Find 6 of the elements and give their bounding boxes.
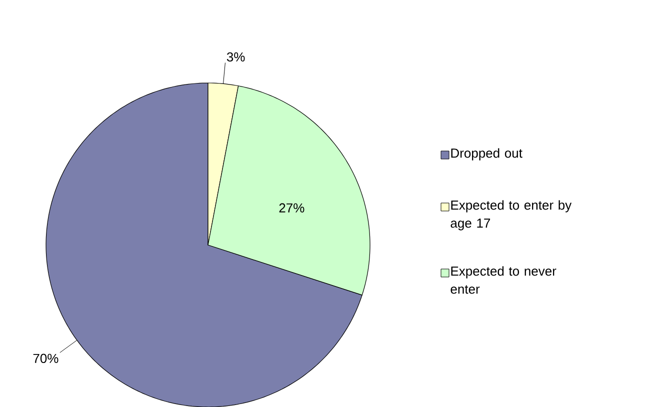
legend-label: Dropped out (451, 148, 522, 160)
legend-label: Expected to enter by age 17 (450, 200, 572, 230)
data-label: 3% (226, 52, 245, 62)
data-label: 27% (279, 203, 304, 212)
legend-label: Expected to never enter (450, 266, 556, 294)
data-label: 70% (33, 354, 58, 363)
